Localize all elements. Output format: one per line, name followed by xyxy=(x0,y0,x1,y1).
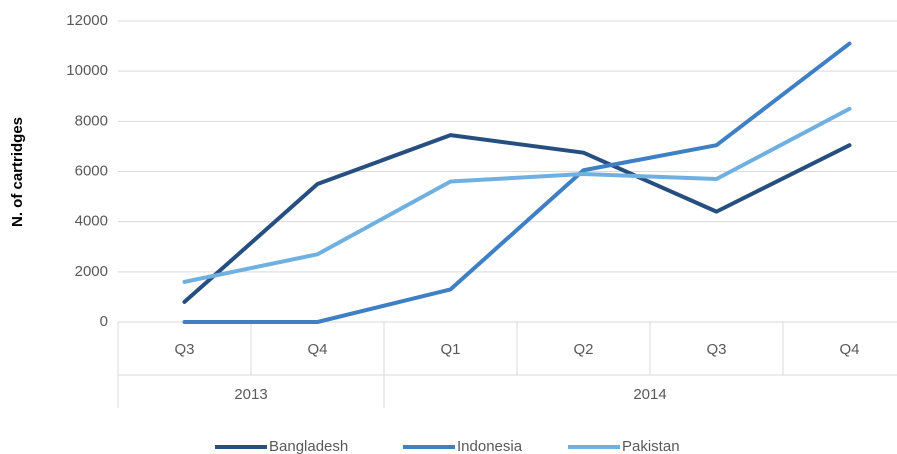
x-tick-label: Q1 xyxy=(440,341,460,358)
y-tick-label: 4000 xyxy=(75,213,108,230)
legend-label: Indonesia xyxy=(457,438,523,454)
series-line xyxy=(182,106,852,284)
x-tick-label: Q4 xyxy=(307,341,327,358)
y-tick-label: 6000 xyxy=(75,162,108,179)
legend-label: Pakistan xyxy=(622,438,680,454)
x-tick-label: Q3 xyxy=(174,341,194,358)
y-tick-label: 0 xyxy=(100,313,108,330)
legend-label: Bangladesh xyxy=(269,438,348,454)
x-group-label: 2013 xyxy=(234,386,267,403)
y-axis-label: N. of cartridges xyxy=(9,117,26,227)
x-tick-label: Q2 xyxy=(573,341,593,358)
series-line xyxy=(182,41,852,324)
y-tick-label: 12000 xyxy=(66,12,108,29)
y-tick-label: 2000 xyxy=(75,263,108,280)
x-group-label: 2014 xyxy=(633,386,666,403)
series-line xyxy=(182,133,852,304)
x-tick-label: Q4 xyxy=(839,341,859,358)
x-tick-label: Q3 xyxy=(706,341,726,358)
y-tick-label: 10000 xyxy=(66,62,108,79)
y-tick-label: 8000 xyxy=(75,112,108,129)
